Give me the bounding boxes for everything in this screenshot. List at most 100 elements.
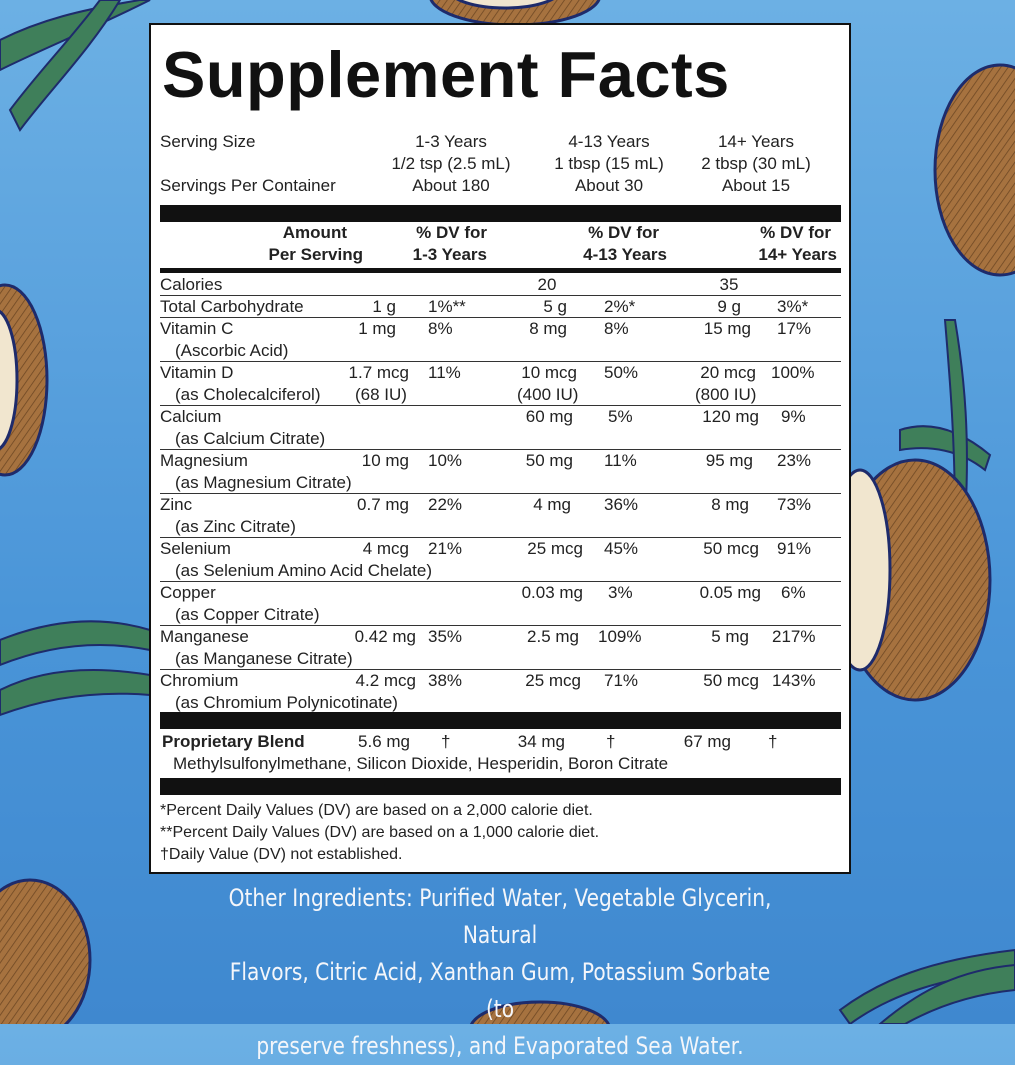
serving-age-1: 1-3 Years bbox=[415, 132, 487, 151]
footnote-1: *Percent Daily Values (DV) are based on … bbox=[160, 802, 593, 819]
nutrient-source: (as Copper Citrate) bbox=[175, 605, 320, 624]
blend-dv-1: † bbox=[441, 732, 451, 751]
dv-2: 11% bbox=[604, 451, 637, 470]
amount-2: 60 mg bbox=[525, 407, 573, 426]
row-divider bbox=[160, 537, 841, 538]
amount-3: 9 g bbox=[717, 297, 741, 316]
amount-1: 0.42 mg bbox=[354, 627, 416, 646]
amount-2: 5 g bbox=[543, 297, 567, 316]
amount-2: 8 mg bbox=[529, 319, 567, 338]
row-divider bbox=[160, 581, 841, 582]
supplement-facts-panel: Supplement Facts Serving Size Servings P… bbox=[149, 23, 851, 874]
nutrient-name: Manganese bbox=[160, 627, 249, 646]
amount-1: 4.2 mcg bbox=[355, 671, 416, 690]
dv-3: 3%* bbox=[777, 297, 809, 316]
servings-2: About 30 bbox=[574, 176, 644, 195]
dv-2: 36% bbox=[604, 495, 639, 514]
dv-1: 1%** bbox=[428, 297, 466, 316]
dv-3: 91% bbox=[777, 539, 812, 558]
serving-age-2: 4-13 Years bbox=[568, 132, 650, 151]
header-dv2-2: 4-13 Years bbox=[583, 245, 667, 264]
nutrient-name: Magnesium bbox=[160, 451, 248, 470]
header-amount-2: Per Serving bbox=[268, 245, 364, 264]
nutrient-name: Vitamin C bbox=[160, 319, 234, 338]
thick-divider bbox=[160, 205, 841, 222]
footnote-3: †Daily Value (DV) not established. bbox=[160, 846, 403, 863]
row-divider bbox=[160, 493, 841, 494]
dv-2: 8% bbox=[604, 319, 629, 338]
serving-size-2: 1 tbsp (15 mL) bbox=[554, 154, 664, 173]
nutrient-name: Selenium bbox=[160, 539, 231, 558]
dv-2: 3% bbox=[608, 583, 633, 602]
header-dv3-1: % DV for bbox=[760, 223, 831, 242]
blend-amount-3: 67 mg bbox=[683, 732, 731, 751]
row-divider bbox=[160, 361, 841, 362]
nutrient-name: Calcium bbox=[160, 407, 222, 426]
row-divider bbox=[160, 317, 841, 318]
blend-dv-3: † bbox=[768, 732, 778, 751]
nutrient-source: (as Magnesium Citrate) bbox=[175, 473, 352, 492]
amount-1: 1 g bbox=[372, 297, 396, 316]
dv-3: 73% bbox=[777, 495, 812, 514]
amount-2: 25 mcg bbox=[527, 539, 583, 558]
amount-3-iu: (800 IU) bbox=[695, 385, 757, 404]
amount-3: 5 mg bbox=[711, 627, 749, 646]
calories-value-3: 35 bbox=[719, 275, 739, 294]
nutrient-name: Chromium bbox=[160, 671, 239, 690]
serving-size-1: 1/2 tsp (2.5 mL) bbox=[391, 154, 511, 173]
amount-3: 8 mg bbox=[711, 495, 749, 514]
amount-1-iu: (68 IU) bbox=[355, 385, 407, 404]
dv-1: 11% bbox=[428, 363, 461, 382]
amount-2: 4 mg bbox=[533, 495, 571, 514]
other-ingredients: Other Ingredients: Purified Water, Veget… bbox=[214, 880, 785, 1065]
nutrient-name: Copper bbox=[160, 583, 216, 602]
dv-3: 217% bbox=[772, 627, 816, 646]
amount-1: 1 mg bbox=[358, 319, 396, 338]
amount-1: 10 mg bbox=[361, 451, 409, 470]
amount-2-iu: (400 IU) bbox=[517, 385, 579, 404]
blend-dv-2: † bbox=[606, 732, 616, 751]
palm-leaf-icon bbox=[0, 0, 1015, 1024]
blend-amount-1: 5.6 mg bbox=[358, 732, 410, 751]
other-ingredients-line-1: Other Ingredients: Purified Water, Veget… bbox=[228, 884, 772, 949]
dv-1: 35% bbox=[428, 627, 463, 646]
nutrient-source: (as Zinc Citrate) bbox=[175, 517, 296, 536]
dv-1: 38% bbox=[428, 671, 463, 690]
dv-3: 6% bbox=[781, 583, 806, 602]
nutrient-source: (Ascorbic Acid) bbox=[175, 341, 289, 360]
dv-3: 23% bbox=[777, 451, 812, 470]
servings-per-container-label: Servings Per Container bbox=[160, 176, 336, 195]
dv-2: 109% bbox=[598, 627, 642, 646]
nutrient-source: (as Chromium Polynicotinate) bbox=[175, 693, 398, 712]
serving-size-3: 2 tbsp (30 mL) bbox=[701, 154, 811, 173]
dv-3: 143% bbox=[772, 671, 816, 690]
amount-1: 4 mcg bbox=[362, 539, 409, 558]
thick-divider bbox=[160, 778, 841, 795]
header-amount-1: Amount bbox=[282, 223, 347, 242]
amount-3: 15 mg bbox=[703, 319, 751, 338]
amount-3: 0.05 mg bbox=[699, 583, 761, 602]
row-divider bbox=[160, 449, 841, 450]
dv-3: 100% bbox=[771, 363, 815, 382]
nutrient-source: (as Calcium Citrate) bbox=[175, 429, 326, 448]
amount-3: 120 mg bbox=[702, 407, 759, 426]
other-ingredients-line-2: Flavors, Citric Acid, Xanthan Gum, Potas… bbox=[229, 958, 771, 1023]
dv-1: 10% bbox=[428, 451, 463, 470]
dv-3: 17% bbox=[777, 319, 812, 338]
medium-divider bbox=[160, 268, 841, 273]
amount-2: 10 mcg bbox=[521, 363, 577, 382]
blend-label: Proprietary Blend bbox=[162, 732, 305, 751]
amount-3: 95 mg bbox=[705, 451, 753, 470]
dv-2: 45% bbox=[604, 539, 639, 558]
amount-2: 2.5 mg bbox=[527, 627, 579, 646]
dv-1: 22% bbox=[428, 495, 463, 514]
servings-3: About 15 bbox=[721, 176, 791, 195]
nutrient-source: (as Cholecalciferol) bbox=[175, 385, 321, 404]
footnote-2: **Percent Daily Values (DV) are based on… bbox=[160, 824, 600, 841]
header-dv2-1: % DV for bbox=[588, 223, 659, 242]
blend-amount-2: 34 mg bbox=[517, 732, 565, 751]
header-dv1-1: % DV for bbox=[416, 223, 487, 242]
nutrient-name: Zinc bbox=[160, 495, 193, 514]
panel-title: Supplement Facts bbox=[162, 38, 730, 111]
nutrient-source: (as Manganese Citrate) bbox=[175, 649, 353, 668]
